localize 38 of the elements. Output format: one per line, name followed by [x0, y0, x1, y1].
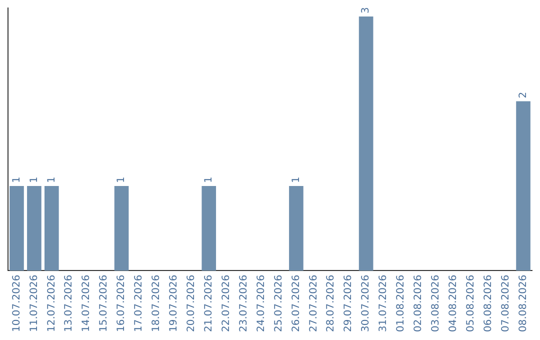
x-tick-label: 06.08.2026	[482, 274, 494, 332]
x-tick-label: 26.07.2026	[290, 274, 302, 332]
x-tick-label: 04.08.2026	[448, 274, 459, 332]
data-label: 1	[290, 176, 302, 183]
x-tick-label: 27.07.2026	[308, 274, 320, 332]
x-tick-label: 10.07.2026	[11, 274, 22, 332]
x-tick-label: 29.07.2026	[343, 274, 354, 332]
x-tick-label: 13.07.2026	[64, 274, 75, 332]
x-tick-label: 18.07.2026	[151, 274, 162, 332]
x-tick-label: 14.07.2026	[81, 274, 92, 332]
data-label: 3	[360, 7, 372, 14]
x-tick-label: 23.07.2026	[238, 274, 250, 332]
x-tick-label: 11.07.2026	[28, 274, 40, 332]
data-label: 1	[46, 176, 58, 183]
x-tick-label: 21.07.2026	[203, 274, 214, 332]
x-tick-label: 07.08.2026	[500, 274, 512, 332]
data-label: 1	[203, 176, 214, 183]
x-tick-label: 17.07.2026	[134, 274, 145, 332]
x-tick-label: 28.07.2026	[326, 274, 337, 332]
x-tick-label: 16.07.2026	[116, 274, 128, 332]
x-tick-label: 03.08.2026	[430, 274, 442, 332]
x-tick-label: 02.08.2026	[413, 274, 424, 332]
x-tick-label: 31.07.2026	[378, 274, 390, 332]
x-tick-label: 19.07.2026	[168, 274, 180, 332]
x-tick-label: 30.07.2026	[360, 274, 372, 332]
x-tick-label: 15.07.2026	[98, 274, 110, 332]
x-tick-label: 12.07.2026	[46, 274, 58, 332]
x-tick-label: 08.08.2026	[518, 274, 529, 332]
x-tick-label: 01.08.2026	[396, 274, 407, 332]
x-tick-label: 22.07.2026	[220, 274, 232, 332]
x-tick-label: 24.07.2026	[256, 274, 267, 332]
data-label: 1	[11, 176, 22, 183]
x-tick-label: 20.07.2026	[186, 274, 197, 332]
data-label: 2	[518, 92, 529, 98]
x-tick-label: 25.07.2026	[273, 274, 284, 332]
data-label: 1	[116, 176, 128, 183]
x-tick-label: 05.08.2026	[465, 274, 476, 332]
data-label: 1	[28, 176, 40, 183]
